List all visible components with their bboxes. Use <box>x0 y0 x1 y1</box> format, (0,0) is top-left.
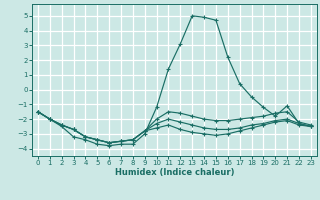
X-axis label: Humidex (Indice chaleur): Humidex (Indice chaleur) <box>115 168 234 177</box>
